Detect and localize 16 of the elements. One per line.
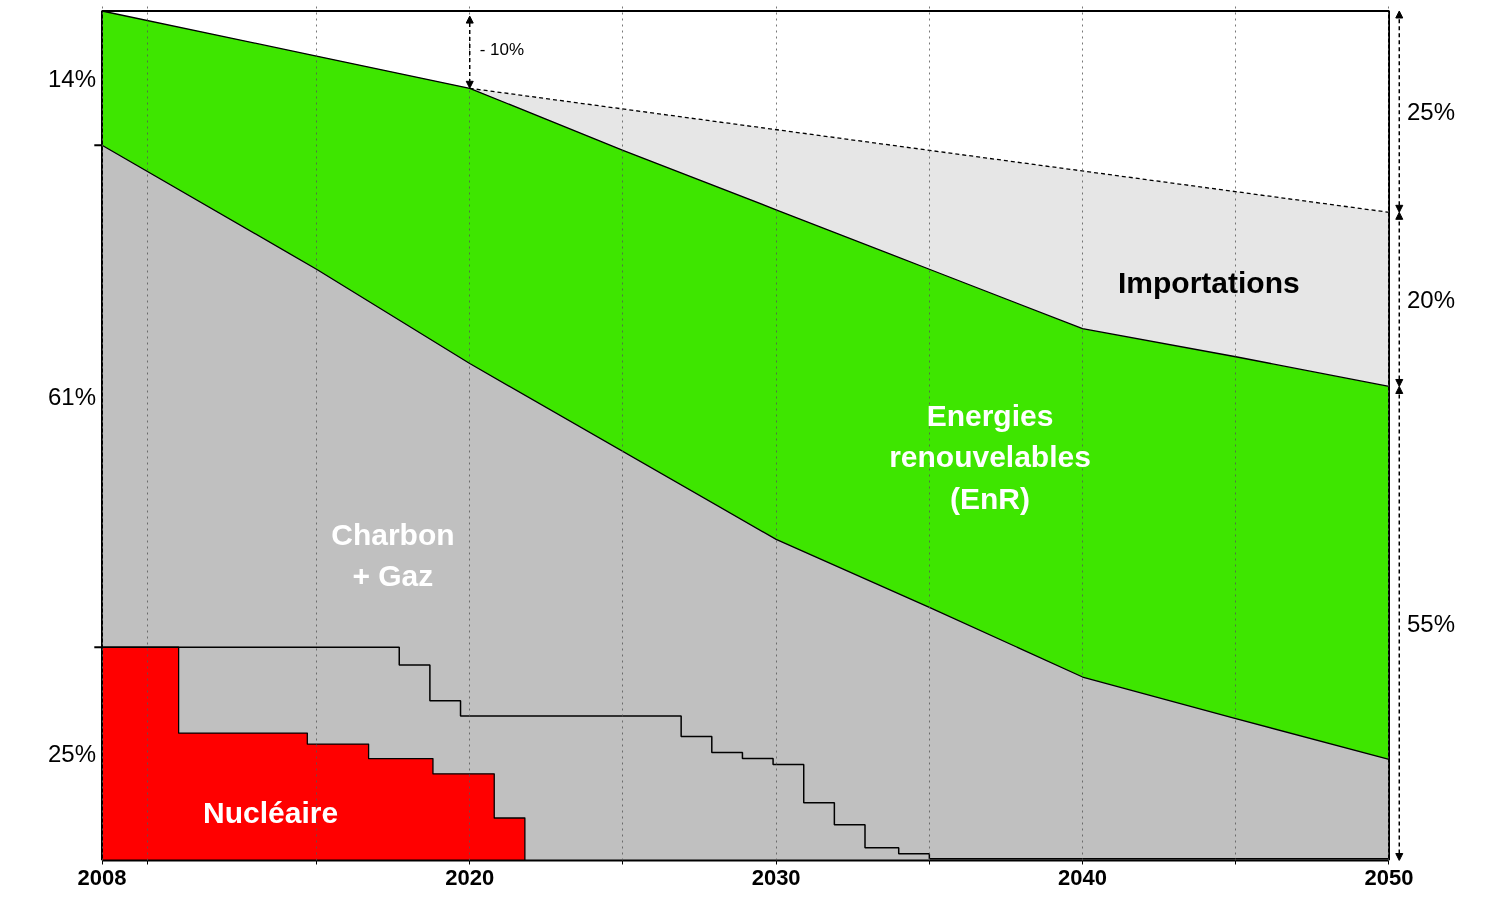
series-label: Importations xyxy=(1117,266,1300,300)
text: 25% xyxy=(47,740,97,768)
series-label: Charbon + Gaz xyxy=(331,517,455,592)
text: 20% xyxy=(1406,285,1456,313)
x-tick-label: 2030 xyxy=(751,864,801,890)
text: 55% xyxy=(1406,609,1456,637)
text: 14% xyxy=(47,64,97,92)
text: 61% xyxy=(47,382,97,410)
series-label: Nucléaire xyxy=(203,795,339,829)
x-tick-label: 2050 xyxy=(1364,864,1414,890)
x-tick-label: 2008 xyxy=(77,864,127,890)
x-tick-label: 2020 xyxy=(445,864,495,890)
series-label: Energies renouvelables (EnR) xyxy=(889,399,1091,515)
x-tick-label: 2040 xyxy=(1058,864,1108,890)
annotation: - 10% xyxy=(479,40,525,60)
text: 25% xyxy=(1406,98,1456,126)
